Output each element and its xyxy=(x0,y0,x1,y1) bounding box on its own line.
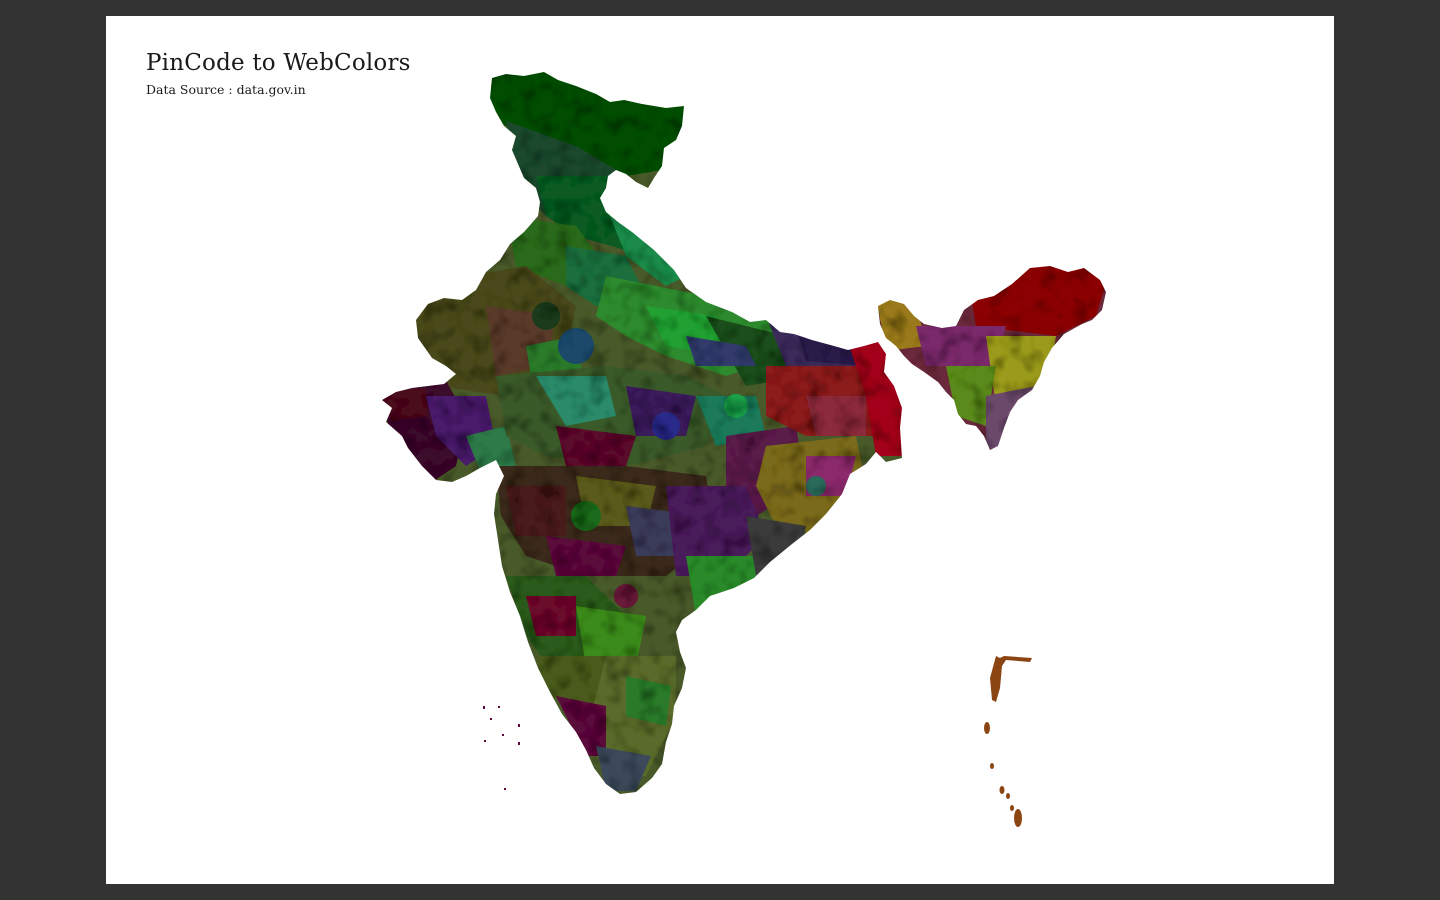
mainland-region xyxy=(382,72,902,794)
andaman-nicobar-islands xyxy=(984,656,1032,827)
map-page: PinCode to WebColors Data Source : data.… xyxy=(106,16,1334,884)
lakshadweep-islands xyxy=(483,706,520,790)
northeast-region xyxy=(878,266,1106,450)
data-source-label: Data Source : data.gov.in xyxy=(146,82,306,97)
india-pincode-map xyxy=(382,72,1106,827)
map-title: PinCode to WebColors xyxy=(146,50,411,76)
